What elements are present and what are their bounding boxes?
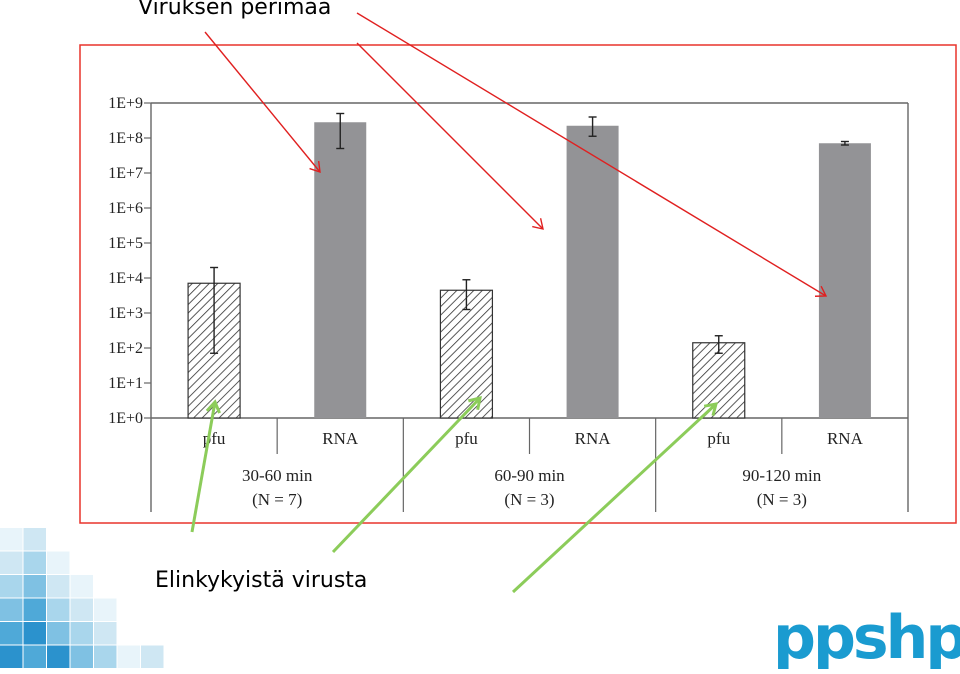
decor-square (94, 645, 117, 668)
green-arrow-pfu-1-head (205, 399, 221, 414)
decor-square (70, 622, 93, 645)
group-n-label: (N = 3) (504, 490, 554, 509)
green-arrow-pfu-2-head (467, 395, 482, 411)
bar-rna (818, 143, 871, 418)
decor-square (0, 551, 23, 574)
x-tick-label: pfu (707, 429, 730, 448)
group-n-label: (N = 7) (252, 490, 302, 509)
decor-square (47, 622, 70, 645)
decor-square (47, 645, 70, 668)
decor-square (141, 645, 164, 668)
bar-rna (314, 122, 367, 418)
red-arrow-rna-3 (356, 12, 827, 297)
decor-square (23, 598, 46, 621)
y-tick-label: 1E+9 (108, 95, 143, 112)
chart-frame (79, 44, 957, 524)
red-arrow-rna-1-head (309, 160, 321, 174)
y-tick-label: 1E+2 (108, 340, 143, 357)
group-label: 60-90 min (494, 466, 565, 485)
decor-square (47, 598, 70, 621)
decor-square (23, 551, 46, 574)
decor-square (70, 598, 93, 621)
green-arrow-pfu-2 (331, 396, 482, 554)
decor-square (47, 575, 70, 598)
green-arrow-pfu-3-head (703, 402, 719, 416)
decor-square (23, 575, 46, 598)
decor-square (0, 575, 23, 598)
decor-square (23, 528, 46, 551)
bar-pfu (692, 342, 746, 419)
decor-square (23, 622, 46, 645)
y-tick-label: 1E+0 (108, 410, 143, 427)
top-annotation: Viruksen perimää (138, 0, 332, 20)
y-tick-label: 1E+1 (108, 375, 143, 392)
decor-square (70, 645, 93, 668)
bar-pfu (439, 289, 494, 419)
decor-square (23, 645, 46, 668)
decor-square (0, 528, 23, 551)
green-arrow-pfu-3 (511, 402, 718, 594)
decor-square (94, 622, 117, 645)
decor-square (0, 645, 23, 668)
red-arrow-rna-2-head (532, 218, 544, 230)
red-arrow-rna-1 (204, 31, 321, 173)
decor-square (47, 551, 70, 574)
x-tick-label: RNA (322, 429, 359, 448)
group-label: 30-60 min (242, 466, 313, 485)
decor-square (0, 622, 23, 645)
group-n-label: (N = 3) (757, 490, 807, 509)
ppshp-logo: ppshp (773, 603, 960, 669)
y-tick-label: 1E+3 (108, 305, 143, 322)
y-tick-label: 1E+8 (108, 130, 143, 147)
decor-square (70, 575, 93, 598)
y-tick-label: 1E+7 (108, 165, 143, 182)
bottom-annotation: Elinkykyistä virusta (155, 568, 368, 593)
group-label: 90-120 min (742, 466, 821, 485)
x-tick-label: RNA (827, 429, 864, 448)
bar-rna (566, 125, 619, 418)
red-arrow-rna-3-head (814, 285, 828, 297)
x-tick-label: RNA (575, 429, 612, 448)
y-tick-label: 1E+6 (108, 200, 143, 217)
y-tick-label: 1E+5 (108, 235, 143, 252)
green-arrow-pfu-1 (190, 401, 217, 533)
y-tick-label: 1E+4 (108, 270, 143, 287)
decor-square (117, 645, 140, 668)
decor-square (0, 598, 23, 621)
decor-square (94, 598, 117, 621)
red-arrow-rna-2 (356, 42, 544, 230)
x-tick-label: pfu (455, 429, 478, 448)
